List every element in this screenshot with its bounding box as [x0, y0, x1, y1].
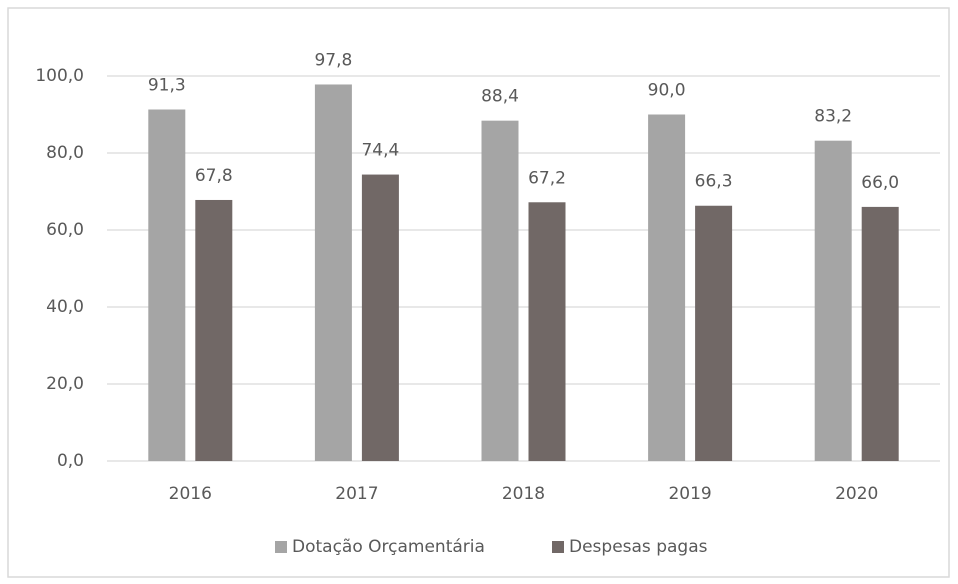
bar	[648, 114, 686, 461]
bar	[861, 206, 899, 461]
bar	[195, 199, 233, 461]
legend-swatch	[552, 541, 564, 553]
y-tick-label: 60,0	[46, 220, 84, 240]
x-tick-label: 2019	[668, 484, 711, 504]
x-tick-label: 2017	[335, 484, 378, 504]
data-label: 66,0	[861, 173, 899, 193]
x-tick-label: 2018	[502, 484, 545, 504]
x-tick-label: 2020	[835, 484, 878, 504]
data-label: 67,8	[195, 166, 233, 186]
data-label: 88,4	[481, 87, 519, 107]
data-label: 74,4	[361, 141, 399, 161]
x-tick-label: 2016	[169, 484, 212, 504]
data-label: 91,3	[148, 75, 186, 95]
bar	[148, 109, 186, 462]
bar	[361, 174, 399, 461]
data-label: 83,2	[814, 107, 852, 127]
y-tick-label: 40,0	[46, 297, 84, 317]
bar	[528, 202, 566, 461]
legend-label: Despesas pagas	[569, 537, 708, 557]
bar	[314, 84, 352, 461]
data-label: 66,3	[695, 172, 733, 192]
legend-label: Dotação Orçamentária	[292, 537, 485, 557]
y-tick-label: 100,0	[35, 66, 84, 86]
y-tick-label: 20,0	[46, 374, 84, 394]
data-label: 67,2	[528, 168, 566, 188]
y-tick-label: 80,0	[46, 143, 84, 163]
data-label: 90,0	[648, 81, 686, 101]
legend-swatch	[275, 541, 287, 553]
bar	[814, 140, 852, 461]
y-tick-label: 0,0	[57, 451, 84, 471]
data-label: 97,8	[314, 50, 352, 70]
bar	[695, 205, 733, 461]
bar	[481, 120, 519, 461]
